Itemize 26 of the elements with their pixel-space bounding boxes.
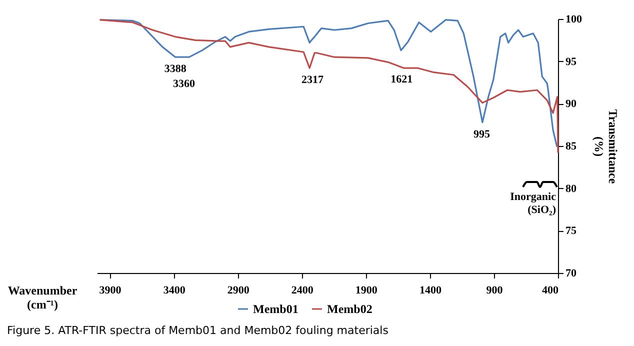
x-tick-label: 1400 [419,284,442,296]
annotation: 995 [474,128,491,140]
x-tick-label: 2900 [227,284,250,296]
annotation: 1621 [390,73,413,86]
annotation: 2317 [302,74,324,86]
x-axis-title: Wavenumber (cm⁻¹) [8,284,78,312]
y-axis-title: Transmittance (%) [592,109,620,184]
x-tick-label: 1900 [355,284,378,296]
y-tick-label: 80 [566,182,577,195]
annotation: Inorganic (SiO₂) [510,191,556,216]
y-tick-label: 95 [566,56,577,68]
y-tick-label: 85 [566,140,577,152]
x-tick-label: 400 [542,284,559,296]
x-tick-label: 3400 [163,284,186,296]
annotation: 3360 [173,78,196,90]
x-tick-label: 3900 [99,284,122,296]
x-tick-label: 900 [486,284,504,296]
legend-label: Memb02 [327,302,372,316]
y-tick-label: 100 [566,14,582,26]
caption: Figure 5. ATR-FTIR spectra of Memb01 and Memb02 fouling materials [7,324,389,337]
y-tick-label: 75 [566,225,577,238]
x-tick-label: 2400 [291,284,314,296]
y-tick-label: 90 [566,98,577,110]
legend-label: Memb01 [253,302,298,316]
annotation: 3388 [164,63,187,76]
y-tick-label: 70 [566,268,577,280]
